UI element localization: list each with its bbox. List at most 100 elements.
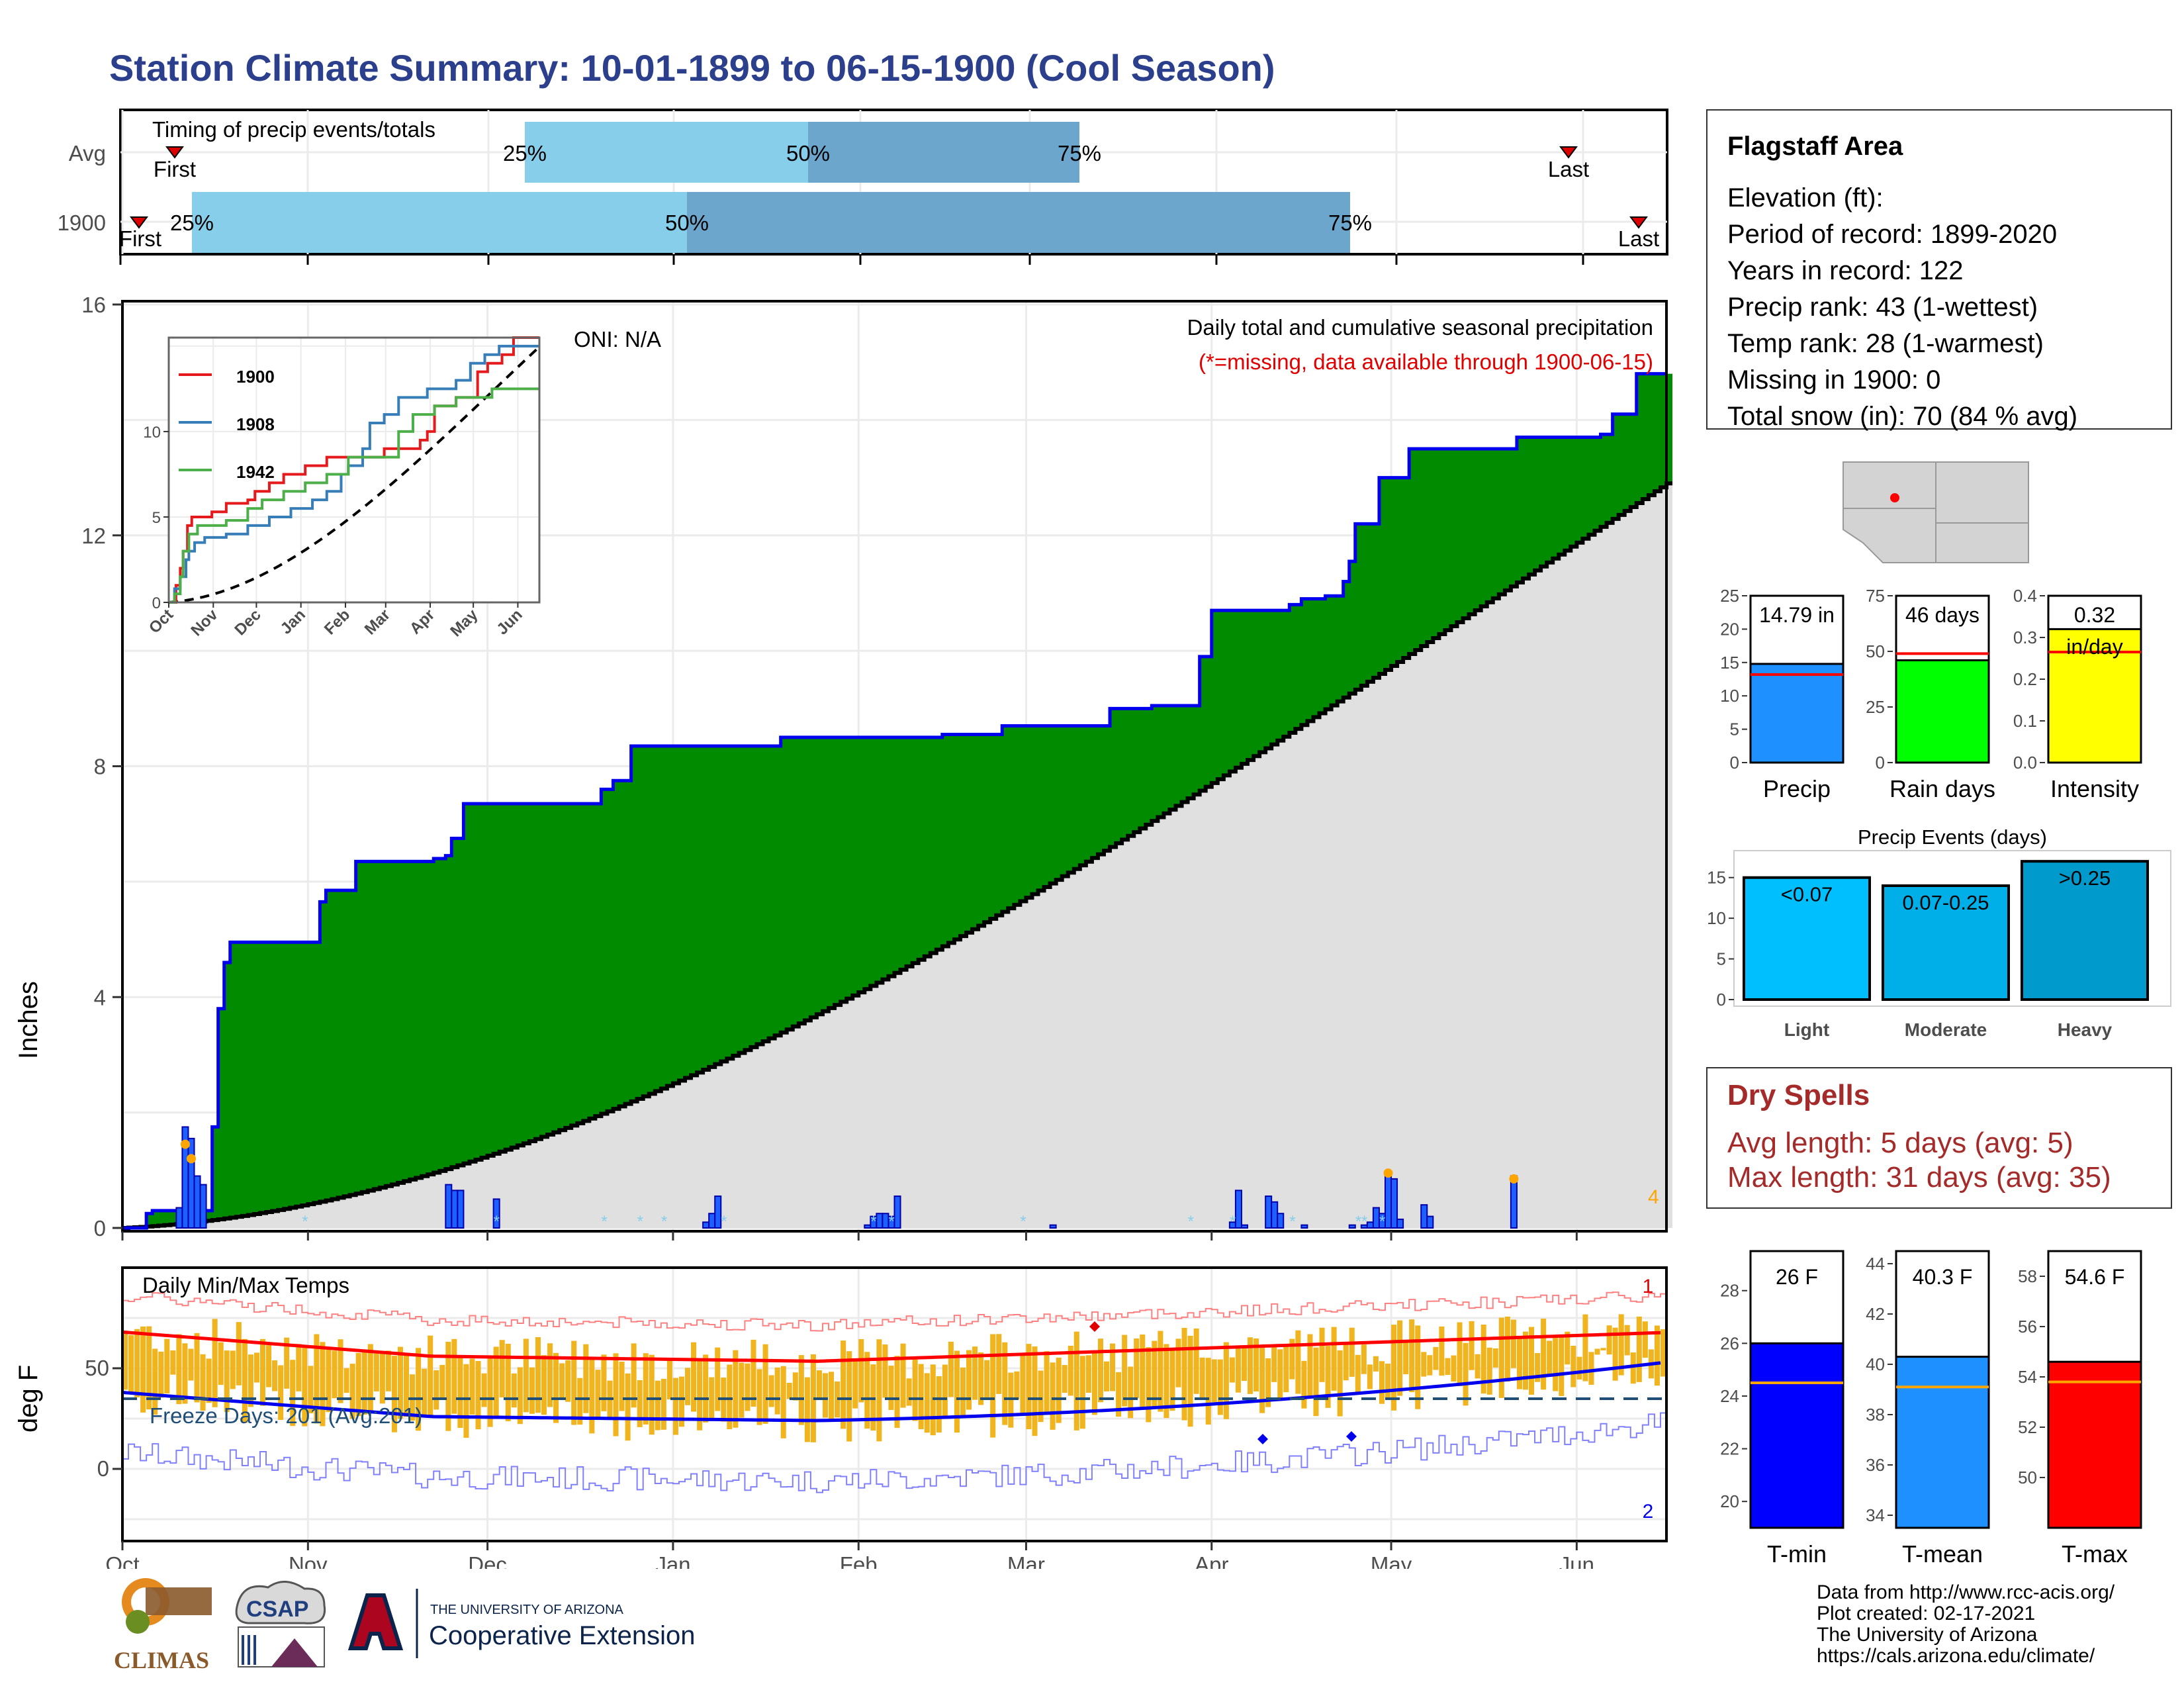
daily-temp-bar bbox=[1056, 1357, 1062, 1423]
daily-temp-bar bbox=[1235, 1348, 1241, 1393]
temp-summary-ytick: 26 bbox=[1720, 1333, 1739, 1353]
daily-precip-bar bbox=[1396, 1218, 1404, 1229]
daily-temp-bar bbox=[631, 1343, 637, 1408]
temp-summary-ytick: 44 bbox=[1866, 1254, 1885, 1274]
daily-temp-bar bbox=[1199, 1357, 1205, 1400]
daily-temp-bar bbox=[1223, 1342, 1229, 1419]
daily-temp-bar bbox=[1241, 1348, 1248, 1382]
daily-temp-bar bbox=[1325, 1346, 1331, 1408]
daily-temp-bar bbox=[1504, 1316, 1510, 1382]
summary-ytick: 75 bbox=[1866, 586, 1885, 606]
daily-temp-bar bbox=[1283, 1346, 1289, 1393]
daily-temp-bar bbox=[559, 1363, 565, 1399]
daily-temp-bar bbox=[1516, 1336, 1522, 1389]
daily-precip-bar bbox=[1426, 1215, 1434, 1229]
daily-temp-bar bbox=[768, 1375, 774, 1407]
daily-temp-bar bbox=[954, 1350, 960, 1433]
daily-temp-bar bbox=[1038, 1370, 1044, 1423]
daily-temp-bar bbox=[841, 1340, 846, 1429]
daily-temp-bar bbox=[948, 1341, 954, 1397]
daily-temp-bar bbox=[565, 1360, 571, 1402]
trace-marker: * bbox=[637, 1213, 643, 1231]
daily-temp-bar bbox=[1654, 1325, 1660, 1386]
summary-value-label: 46 days bbox=[1905, 603, 1979, 627]
daily-temp-bar bbox=[1205, 1358, 1211, 1425]
daily-temp-bar bbox=[1110, 1343, 1116, 1391]
avg-iqr-low bbox=[525, 122, 808, 183]
daily-precip-bar bbox=[1510, 1175, 1518, 1229]
daily-temp-bar bbox=[619, 1361, 625, 1411]
daily-temp-bar bbox=[343, 1368, 349, 1393]
trace-marker: * bbox=[302, 1213, 308, 1231]
daily-temp-bar bbox=[1085, 1355, 1091, 1393]
summary-bar-label: Rain days bbox=[1889, 775, 1995, 802]
daily-precip-bar bbox=[702, 1221, 710, 1229]
temp-summary-ytick: 42 bbox=[1866, 1304, 1885, 1324]
daily-temp-bar bbox=[1660, 1329, 1666, 1377]
daily-temp-bar bbox=[666, 1358, 672, 1400]
daily-temp-bar bbox=[678, 1376, 685, 1427]
dry-spells-max: Max length: 31 days (avg: 35) bbox=[1727, 1161, 2111, 1194]
daily-temp-bar bbox=[577, 1378, 583, 1425]
daily-temp-bar bbox=[1397, 1320, 1403, 1396]
events-ytick: 15 bbox=[1707, 868, 1726, 888]
daily-temp-bar bbox=[1032, 1346, 1038, 1436]
daily-temp-bar bbox=[990, 1334, 996, 1438]
daily-temp-bar bbox=[1193, 1328, 1199, 1394]
daily-temp-bar bbox=[1259, 1345, 1265, 1413]
daily-temp-bar bbox=[1079, 1356, 1085, 1429]
daily-temp-bar bbox=[715, 1347, 721, 1411]
temp-summary-value: 40.3 F bbox=[1913, 1265, 1973, 1289]
daily-temp-bar bbox=[571, 1340, 577, 1425]
ua-small-text: THE UNIVERSITY OF ARIZONA bbox=[430, 1603, 624, 1617]
daily-temp-bar bbox=[206, 1358, 212, 1403]
daily-temp-bar bbox=[1146, 1347, 1152, 1423]
daily-temp-bar bbox=[1062, 1365, 1068, 1393]
inset-average-line bbox=[168, 348, 538, 604]
daily-temp-bar bbox=[451, 1338, 457, 1414]
daily-temp-bar bbox=[876, 1339, 882, 1442]
daily-temp-bar bbox=[1068, 1345, 1073, 1396]
daily-temp-bar bbox=[1044, 1351, 1050, 1413]
avg-iqr-high bbox=[808, 122, 1079, 183]
temp-summary-bar-t-mean bbox=[1895, 1356, 1990, 1529]
daily-temp-bar bbox=[1439, 1326, 1445, 1376]
daily-temp-bar bbox=[404, 1354, 410, 1417]
station-years: Years in record: 122 bbox=[1727, 256, 1964, 285]
temp-ytick-50: 50 bbox=[85, 1356, 109, 1380]
summary-bar-label: Intensity bbox=[2050, 775, 2139, 802]
tmax-record-line bbox=[122, 1291, 1666, 1332]
daily-temp-bar bbox=[1361, 1344, 1367, 1374]
daily-temp-bar bbox=[230, 1350, 236, 1389]
summary-ytick: 0.4 bbox=[2013, 586, 2037, 606]
daily-temp-bar bbox=[1319, 1327, 1325, 1382]
temp-summary-label: T-min bbox=[1767, 1540, 1827, 1568]
temp-summary-ytick: 20 bbox=[1720, 1491, 1739, 1511]
daily-temp-bar bbox=[170, 1350, 176, 1375]
inset-series-1908 bbox=[169, 344, 539, 604]
daily-temp-bar bbox=[445, 1341, 451, 1431]
daily-temp-bar bbox=[1248, 1337, 1253, 1394]
daily-temp-bar bbox=[134, 1329, 140, 1397]
daily-temp-bar bbox=[523, 1338, 529, 1413]
daily-temp-bar bbox=[290, 1360, 296, 1427]
daily-temp-bar bbox=[1606, 1325, 1612, 1355]
summary-ytick: 0.1 bbox=[2013, 711, 2037, 731]
daily-temp-bar bbox=[960, 1367, 966, 1418]
daily-temp-bar bbox=[194, 1333, 200, 1403]
daily-temp-bar bbox=[1313, 1347, 1319, 1417]
trace-marker: * bbox=[601, 1213, 607, 1231]
daily-temp-bar bbox=[595, 1370, 601, 1418]
summary-ytick: 20 bbox=[1720, 619, 1739, 639]
daily-temp-bar bbox=[308, 1366, 314, 1414]
daily-temp-bar bbox=[1187, 1335, 1193, 1427]
daily-temp-bar bbox=[428, 1335, 433, 1416]
summary-bar-label: Precip bbox=[1763, 775, 1831, 802]
xaxis-month-label: Dec bbox=[468, 1552, 507, 1569]
page-title: Station Climate Summary: 10-01-1899 to 0… bbox=[109, 47, 1275, 89]
temp-summary-ytick: 50 bbox=[2018, 1468, 2037, 1487]
summary-ytick: 0.3 bbox=[2013, 628, 2037, 647]
snow-marker bbox=[180, 1139, 190, 1149]
daily-temp-bar bbox=[816, 1370, 822, 1399]
